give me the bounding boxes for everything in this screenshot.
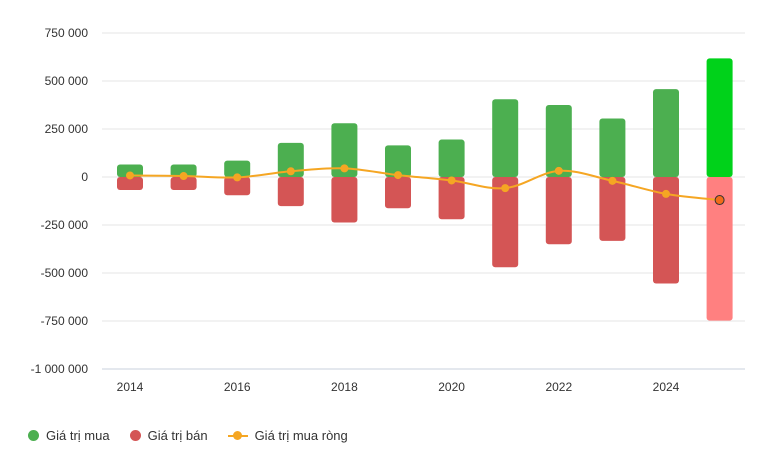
y-tick-label: 750 000: [45, 26, 89, 40]
net-point: [233, 173, 242, 182]
y-tick-label: 0: [81, 170, 88, 184]
net-point: [394, 171, 402, 180]
bar-buy: [224, 160, 251, 177]
net-point: [608, 176, 617, 185]
x-tick-label: 2016: [224, 380, 251, 394]
bar-buy: [492, 99, 519, 177]
legend-net-marker: [227, 430, 248, 441]
bar-sell: [492, 177, 519, 268]
bar-sell: [224, 177, 251, 196]
y-tick-label: 500 000: [45, 74, 89, 88]
bar-buy: [599, 118, 626, 177]
bar-sell: [438, 177, 465, 220]
bar-sell: [331, 177, 358, 223]
bar-sell: [653, 177, 679, 284]
bar-buy: [170, 164, 197, 177]
x-tick-label: 2018: [331, 380, 358, 394]
bar-buy: [438, 139, 465, 177]
legend-buy-label: Giá trị mua: [46, 428, 110, 443]
bar-sell: [599, 177, 626, 241]
net-point: [179, 172, 188, 181]
y-tick-label: -750 000: [41, 314, 89, 328]
bar-sell: [545, 177, 572, 245]
net-point: [662, 189, 670, 198]
y-tick-label: -1 000 000: [31, 362, 89, 376]
x-tick-label: 2014: [117, 380, 144, 394]
bar-buy: [706, 58, 733, 177]
legend: Giá trị mua Giá trị bán Giá trị mua ròng: [28, 428, 348, 443]
net-point: [554, 166, 563, 175]
bar-sell: [385, 177, 411, 209]
bar-buy: [653, 89, 679, 177]
legend-net-label: Giá trị mua ròng: [254, 428, 348, 443]
legend-buy-marker: [28, 430, 39, 441]
legend-item-buy[interactable]: Giá trị mua: [28, 428, 110, 443]
legend-sell-marker: [129, 430, 141, 441]
x-tick-label: 2024: [653, 380, 680, 394]
bar-buy: [545, 105, 572, 177]
buy-sell-chart: -1 000 000 -750 000 -500 000 -250 000 0 250 0…: [31, 26, 745, 394]
y-tick-label: -500 000: [41, 266, 89, 280]
bar-sell: [706, 177, 733, 321]
y-tick-label: 250 000: [45, 122, 89, 136]
x-tick-label: 2022: [545, 380, 572, 394]
x-tick-label: 2020: [438, 380, 465, 394]
bar-buy: [277, 142, 304, 177]
net-point: [714, 195, 725, 206]
net-point: [126, 171, 134, 180]
bar-buy: [385, 145, 411, 177]
legend-item-sell[interactable]: Giá trị bán: [129, 428, 208, 443]
net-point: [340, 164, 349, 173]
bar-buy: [117, 164, 143, 177]
bar-sell: [277, 177, 304, 207]
legend-item-net[interactable]: Giá trị mua ròng: [227, 428, 348, 443]
net-point: [447, 176, 456, 185]
bar-buy: [331, 123, 358, 177]
legend-sell-label: Giá trị bán: [147, 428, 208, 443]
net-point: [286, 167, 295, 176]
y-tick-label: -250 000: [41, 218, 89, 232]
bar-sell: [117, 177, 143, 191]
net-point: [501, 184, 510, 193]
net-line: [129, 167, 720, 202]
bar-sell: [170, 177, 197, 191]
